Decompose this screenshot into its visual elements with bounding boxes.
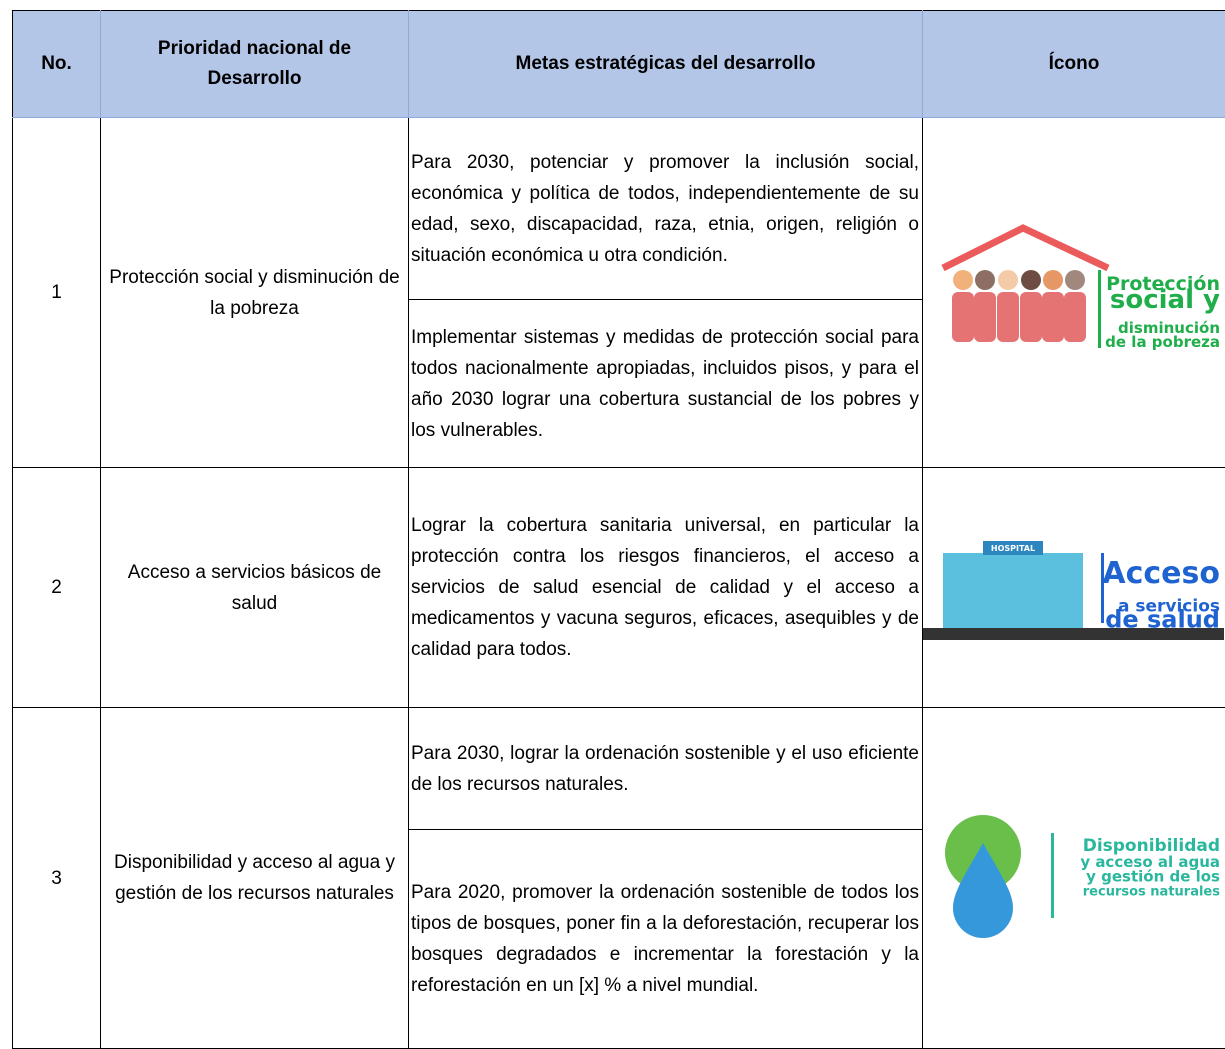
icon-text: Acceso [1102, 556, 1220, 591]
priorities-table: No. Prioridad nacional de Desarrollo Metas… [12, 10, 1225, 1049]
icon-text: de salud [1105, 605, 1220, 633]
row-number: 1 [12, 117, 101, 468]
building [943, 552, 1083, 628]
strategic-goal: Para 2030, lograr la ordenación sostenib… [408, 707, 923, 830]
accent-bar [1101, 552, 1104, 623]
person-body [1020, 291, 1042, 342]
table-row: Para 2020, promover la ordenación sosten… [13, 829, 1225, 1049]
person-head [1021, 269, 1041, 290]
roof [941, 223, 1110, 271]
person-head [975, 269, 995, 290]
icon-text: recursos naturales [1083, 885, 1220, 900]
icon-text: Disponibilidad [1083, 836, 1220, 856]
strategic-goal: Implementar sistemas y medidas de protec… [408, 299, 923, 468]
person-body [997, 291, 1019, 342]
strategic-goal: Para 2020, promover la ordenación sosten… [408, 829, 923, 1049]
table-body: 1 Protección social y disminución de la p… [12, 117, 1225, 1049]
water-drop [953, 843, 1013, 938]
header-row: No. Prioridad nacional de Desarrollo Metas… [12, 10, 1225, 118]
table-header: No. Prioridad nacional de Desarrollo Metas… [12, 10, 1225, 118]
icon-cell: HOSPITAL Acceso a servicios de salud [922, 467, 1225, 708]
priority: Protección social y disminución de la po… [100, 117, 409, 468]
icon-text: y gestión de los [1086, 867, 1220, 885]
icon-cell: Disponibilidad y acceso al agua y gestión … [922, 707, 1225, 1049]
person-head [953, 269, 973, 290]
person-head [1065, 269, 1085, 290]
strategic-goal: Lograr la cobertura sanitaria universal,… [408, 467, 923, 708]
person-body [974, 291, 996, 342]
road [923, 627, 1224, 640]
icon-text: Protección [1106, 273, 1220, 295]
person-body [952, 291, 974, 342]
table-row: Implementar sistemas y medidas de protec… [13, 299, 1225, 468]
icon-text: a servicios [1118, 596, 1220, 616]
row-number: 2 [12, 467, 101, 708]
icon-text: disminución [1118, 318, 1220, 336]
icon-text: social y [1110, 285, 1220, 315]
column-header: Ícono [922, 10, 1225, 118]
table-row: 1 Protección social y disminución de la p… [12, 117, 1225, 468]
person-body [1042, 291, 1064, 342]
person-head [998, 269, 1018, 290]
person-head [1043, 269, 1063, 290]
hospital-sign: HOSPITAL [991, 544, 1035, 553]
row-number: 3 [12, 707, 101, 1049]
accent-bar [1051, 833, 1054, 918]
column-header: Metas estratégicas del desarrollo [408, 10, 923, 118]
icon-text: de la pobreza [1105, 333, 1220, 351]
column-header: Prioridad nacional de Desarrollo [100, 10, 409, 118]
column-header: No. [12, 10, 101, 118]
person-body [1064, 291, 1086, 342]
strategic-goal: Para 2030, potenciar y promover la inclu… [408, 117, 923, 300]
icon-cell: Protección social y disminución de la pobre… [922, 117, 1225, 468]
priority: Disponibilidad y acceso al agua y gestió… [100, 707, 409, 1049]
table-row: 2 Acceso a servicios básicos de salud Logr… [12, 467, 1225, 708]
priority: Acceso a servicios básicos de salud [100, 467, 409, 708]
table-row: 3 Disponibilidad y acceso al agua y gesti… [12, 707, 1225, 1049]
icon-text: y acceso al agua [1080, 853, 1220, 871]
building-top [983, 540, 1043, 555]
accent-bar [1098, 269, 1101, 348]
